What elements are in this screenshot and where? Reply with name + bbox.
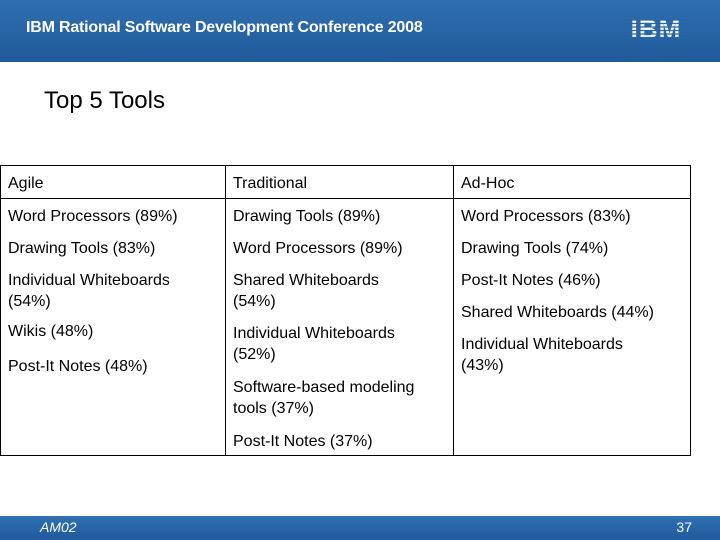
- slide-title: Top 5 Tools: [44, 87, 165, 114]
- list-item: Drawing Tools (74%): [461, 240, 609, 257]
- page-number: 37: [676, 519, 692, 535]
- session-code: AM02: [40, 519, 77, 535]
- list-item: Individual Whiteboards (52%): [233, 325, 395, 363]
- list-item: Individual Whiteboards (54%): [8, 272, 170, 310]
- list-item: Word Processors (89%): [233, 240, 403, 257]
- conference-title: IBM Rational Software Development Confer…: [26, 19, 423, 36]
- list-item: Software-based modeling tools (37%): [233, 379, 415, 417]
- list-item: Shared Whiteboards (44%): [461, 304, 654, 321]
- tools-table: Agile Traditional Ad-Hoc Word Processors…: [0, 165, 691, 456]
- column-divider: [453, 166, 454, 455]
- list-item: Word Processors (83%): [461, 208, 631, 225]
- list-item: Post-It Notes (48%): [8, 358, 148, 375]
- ibm-logo: IBM: [626, 16, 686, 42]
- column-divider: [225, 166, 226, 455]
- list-item: Drawing Tools (89%): [233, 208, 381, 225]
- list-item: Shared Whiteboards (54%): [233, 272, 379, 310]
- list-item: Post-It Notes (37%): [233, 433, 373, 450]
- footer-bar: AM02 37: [0, 516, 720, 540]
- list-item: Word Processors (89%): [8, 208, 178, 225]
- header-agile: Agile: [8, 175, 44, 192]
- list-item: Individual Whiteboards (43%): [461, 336, 623, 374]
- list-item: Drawing Tools (83%): [8, 240, 156, 257]
- list-item: Wikis (48%): [8, 323, 94, 340]
- header-bar: IBM Rational Software Development Confer…: [0, 0, 720, 62]
- list-item: Post-It Notes (46%): [461, 272, 601, 289]
- table-header-row: [1, 166, 690, 199]
- header-traditional: Traditional: [233, 175, 308, 192]
- header-adhoc: Ad-Hoc: [461, 175, 515, 192]
